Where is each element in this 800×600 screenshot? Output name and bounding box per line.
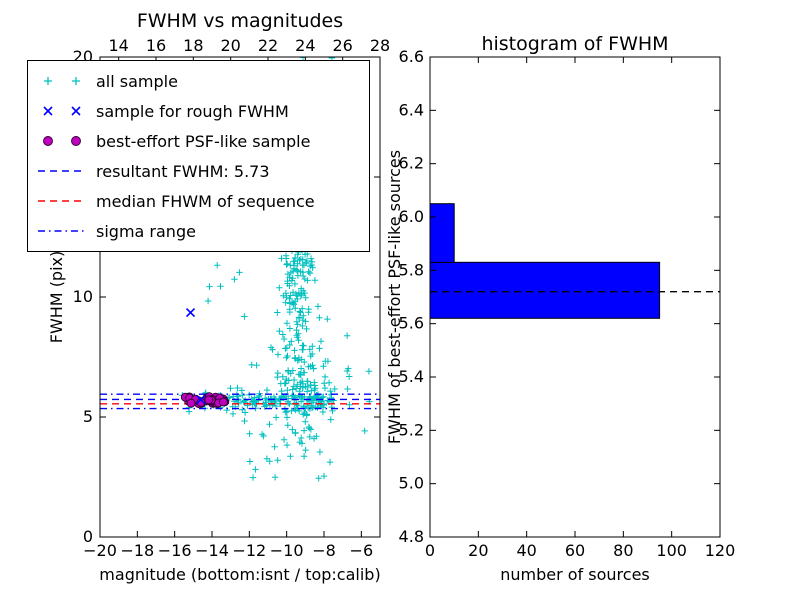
right-y-tick-label: 5.8 — [399, 260, 424, 279]
legend-item-label: sigma range — [96, 221, 196, 241]
legend-marker-x — [43, 106, 81, 116]
left-x-tick-label: −16 — [158, 541, 192, 560]
right-x-tick-label: 120 — [705, 541, 736, 560]
left-x-tick-label: −18 — [120, 541, 154, 560]
left-x-axis-label: magnitude (bottom:isnt / top:calib) — [99, 565, 380, 584]
scatter-rough-fwhm-point — [185, 308, 196, 318]
histogram-bar-1 — [429, 203, 455, 263]
legend-item-2: best-effort PSF-like sample — [36, 126, 361, 156]
left-xtop-tick-label: 16 — [146, 36, 166, 55]
legend-item-1: sample for rough FWHM — [36, 96, 361, 126]
legend-item-label: best-effort PSF-like sample — [96, 131, 311, 151]
left-xtop-tick-label: 18 — [183, 36, 203, 55]
left-x-tick-label: −10 — [270, 541, 304, 560]
legend-marker-circle — [43, 136, 81, 146]
left-y-tick-label: 0 — [83, 527, 93, 546]
left-xtop-tick-label: 24 — [295, 36, 315, 55]
legend-item-label: sample for rough FWHM — [96, 101, 289, 121]
legend-item-label: resultant FWHM: 5.73 — [96, 161, 270, 181]
legend-item-3: resultant FWHM: 5.73 — [36, 156, 361, 186]
right-x-tick-label: 60 — [565, 541, 585, 560]
left-xtop-tick-label: 14 — [108, 36, 128, 55]
histogram-bar-0 — [429, 261, 661, 319]
right-y-tick-label: 5.0 — [399, 474, 424, 493]
right-x-tick-label: 40 — [516, 541, 536, 560]
legend-marker-dashdot-line — [38, 230, 86, 232]
right-y-tick-label: 6.6 — [399, 47, 424, 66]
right-y-tick-label: 6.0 — [399, 207, 424, 226]
right-plot-title: histogram of FWHM — [481, 33, 668, 55]
left-y-tick-label: 5 — [83, 407, 93, 426]
scatter-psf-sample-point — [218, 397, 228, 407]
legend-marker-dashed-line — [38, 200, 86, 202]
left-xtop-tick-label: 22 — [258, 36, 278, 55]
left-x-tick-label: −6 — [350, 541, 374, 560]
right-y-tick-label: 5.2 — [399, 420, 424, 439]
right-x-tick-label: 20 — [468, 541, 488, 560]
right-x-axis-label: number of sources — [500, 565, 650, 584]
right-y-axis-label: FWHM of best-effort PSF-like sources — [385, 150, 404, 444]
right-y-tick-label: 4.8 — [399, 527, 424, 546]
left-y-axis-label: FWHM (pix) — [47, 251, 66, 344]
legend-item-5: sigma range — [36, 216, 361, 246]
left-xtop-tick-label: 20 — [220, 36, 240, 55]
left-x-tick-label: −8 — [312, 541, 336, 560]
legend-item-label: all sample — [96, 71, 178, 91]
right-x-tick-label: 100 — [656, 541, 687, 560]
legend-item-label: median FHWM of sequence — [96, 191, 315, 211]
left-plot-title: FWHM vs magnitudes — [137, 10, 343, 32]
left-x-tick-label: −12 — [232, 541, 266, 560]
scatter-psf-sample-point — [204, 395, 214, 405]
histogram-layer — [429, 203, 720, 319]
left-y-tick-label: 10 — [73, 287, 93, 306]
left-xtop-tick-label: 28 — [370, 36, 390, 55]
left-x-tick-label: −14 — [195, 541, 229, 560]
reference-lines-layer — [100, 393, 380, 410]
right-y-tick-label: 6.4 — [399, 100, 424, 119]
scatter-psf-sample-point — [186, 398, 196, 408]
legend: all sample sample for rough FWHM best-effo… — [27, 60, 370, 252]
right-y-tick-label: 5.6 — [399, 314, 424, 333]
legend-marker-dashed-line — [38, 170, 86, 172]
right-y-tick-label: 5.4 — [399, 367, 424, 386]
right-x-tick-label: 0 — [425, 541, 435, 560]
highlight-markers-layer — [180, 308, 230, 409]
right-y-tick-label: 6.2 — [399, 154, 424, 173]
right-x-tick-label: 80 — [613, 541, 633, 560]
legend-item-0: all sample — [36, 66, 361, 96]
legend-marker-plus — [44, 77, 80, 85]
legend-item-4: median FHWM of sequence — [36, 186, 361, 216]
scatter-rough-fwhm-point — [196, 395, 206, 405]
left-xtop-tick-label: 26 — [332, 36, 352, 55]
left-x-tick-label: −20 — [83, 541, 117, 560]
ticks-layer: −20 −18 −16 −14 −12 −10 −8 −6 14 16 18 20 22 24 26 28 0 5… — [73, 36, 736, 560]
